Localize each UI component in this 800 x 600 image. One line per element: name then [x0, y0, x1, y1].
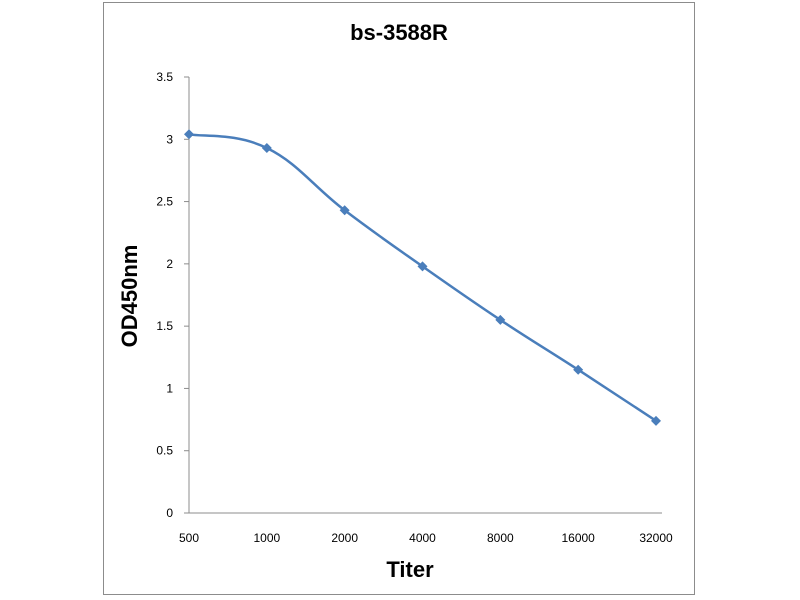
x-tick-label: 500	[179, 531, 199, 545]
y-axis-label: OD450nm	[117, 245, 142, 348]
x-tick-label: 4000	[409, 531, 436, 545]
y-tick-label: 3	[166, 132, 173, 146]
data-point-marker	[495, 314, 506, 325]
y-tick-label: 3.5	[156, 70, 173, 84]
x-tick-label: 32000	[639, 531, 673, 545]
data-point-marker	[417, 261, 428, 272]
x-tick-label: 2000	[331, 531, 358, 545]
y-ticks: 0 0.5 1 1.5 2 2.5 3 3.5	[156, 70, 189, 520]
data-point-marker	[339, 205, 350, 216]
data-point-marker	[573, 364, 584, 375]
x-tick-label: 16000	[561, 531, 595, 545]
x-tick-label: 8000	[487, 531, 514, 545]
x-tick-label: 1000	[253, 531, 280, 545]
chart-title: bs-3588R	[350, 20, 448, 45]
data-point-marker	[184, 129, 194, 140]
series	[184, 129, 661, 426]
data-point-marker	[651, 415, 661, 426]
x-axis-label: Titer	[386, 557, 434, 582]
y-tick-label: 1.5	[156, 319, 173, 333]
axes	[188, 77, 662, 514]
data-point-marker	[261, 143, 272, 154]
y-tick-label: 1	[166, 381, 173, 395]
y-tick-label: 2.5	[156, 195, 173, 209]
x-ticks: 500 1000 2000 4000 8000 16000 32000	[179, 531, 673, 545]
y-tick-label: 0.5	[156, 444, 173, 458]
y-tick-label: 2	[166, 257, 173, 271]
series-line	[188, 133, 657, 422]
y-tick-label: 0	[166, 506, 173, 520]
chart-frame	[103, 2, 695, 595]
